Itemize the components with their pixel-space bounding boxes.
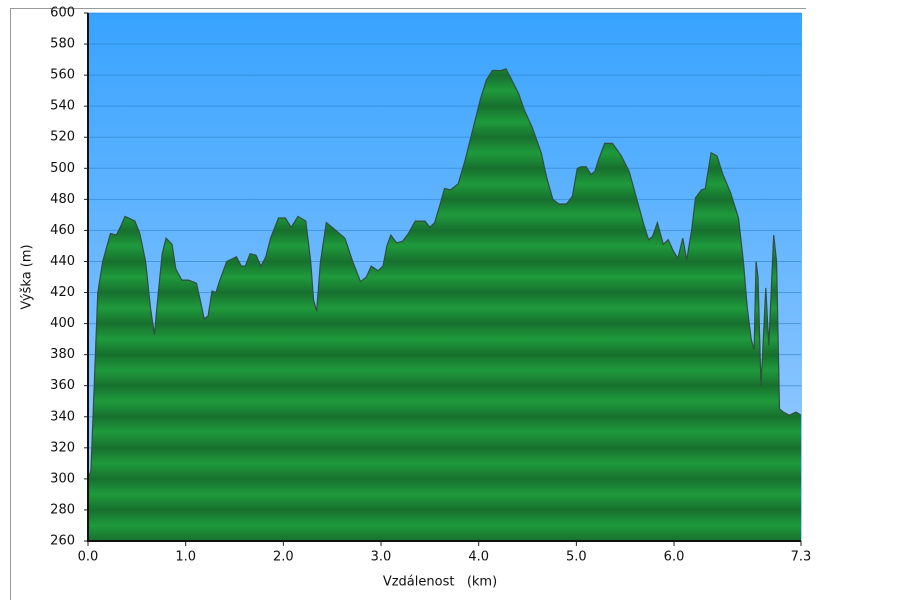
elevation-area xyxy=(88,68,801,542)
y-tick-label: 320 xyxy=(50,440,75,455)
y-tick-label: 260 xyxy=(50,534,75,549)
x-tick-label: 6.0 xyxy=(664,550,685,565)
y-tick-label: 560 xyxy=(50,68,75,83)
x-tick-label: 2.0 xyxy=(273,550,294,565)
y-tick-label: 280 xyxy=(50,502,75,517)
y-tick-label: 540 xyxy=(50,99,75,114)
y-tick-label: 300 xyxy=(50,471,75,486)
x-tick-label: 1.0 xyxy=(175,550,196,565)
x-axis-label: Vzdálenost (km) xyxy=(383,575,497,590)
y-axis-label: Výška (m) xyxy=(20,244,35,309)
x-tick-label: 3.0 xyxy=(371,550,392,565)
y-tick-label: 520 xyxy=(50,130,75,145)
y-tick-label: 420 xyxy=(50,285,75,300)
x-tick-label: 4.0 xyxy=(468,550,489,565)
y-tick-label: 340 xyxy=(50,409,75,424)
y-tick-label: 440 xyxy=(50,254,75,269)
y-tick-label: 360 xyxy=(50,378,75,393)
x-tick-label: 5.0 xyxy=(566,550,587,565)
y-tick-label: 480 xyxy=(50,192,75,207)
y-tick-label: 380 xyxy=(50,347,75,362)
x-tick-label: 0.0 xyxy=(78,550,99,565)
y-tick-label: 400 xyxy=(50,316,75,331)
y-tick-label: 460 xyxy=(50,223,75,238)
y-tick-label: 600 xyxy=(50,6,75,21)
y-tick-label: 580 xyxy=(50,37,75,52)
x-tick-label: 7.3 xyxy=(791,550,812,565)
y-tick-label: 500 xyxy=(50,161,75,176)
elevation-line xyxy=(87,68,802,480)
